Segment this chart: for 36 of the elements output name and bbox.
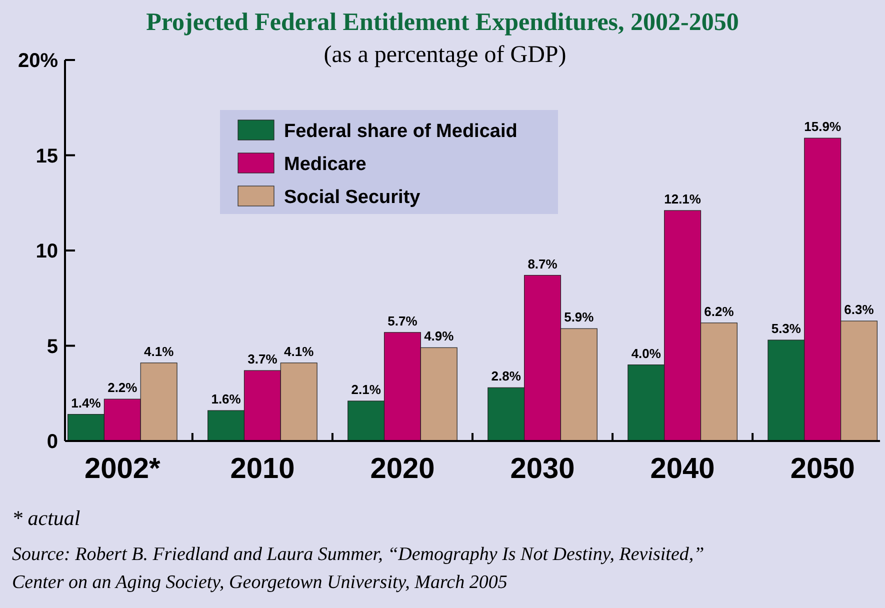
data-label: 6.2% [704,304,734,319]
data-label: 15.9% [804,119,842,134]
data-label: 2.8% [491,368,522,384]
data-label: 4.1% [144,344,174,359]
data-label: 1.4% [71,395,102,410]
data-label: 1.6% [211,392,242,407]
data-label: 5.3% [771,321,802,336]
legend-label: Federal share of Medicaid [284,121,518,142]
data-label: 3.7% [248,352,278,367]
x-tick-label: 2050 [790,453,855,485]
data-label: 5.9% [564,310,594,325]
data-label: 5.7% [388,313,418,328]
legend-label: Social Security [284,187,421,208]
data-label: 2.2% [108,380,138,396]
y-tick-label: 5 [46,336,58,358]
y-tick-label: 15 [36,145,58,168]
data-label: 4.1% [284,344,314,359]
data-label: 4.0% [631,346,662,361]
chart-title: Projected Federal Entitlement Expenditures, 2002-2050 [146,9,739,36]
x-tick-label: 2040 [650,453,715,485]
chart-subtitle: (as a percentage of GDP) [324,42,566,68]
y-tick-label: 10 [36,240,58,262]
data-label: 4.9% [424,328,454,344]
y-tick-label: 0 [46,431,58,453]
data-label: 12.1% [664,191,702,206]
source-note: Source: Robert B. Friedland and Laura Summer, “Demography Is Not Destiny, Revisited,” Center on an Aging Society, Georgetown University, March 2005 [12,544,704,593]
x-tick-label: 2010 [230,453,295,485]
legend-label: Medicare [284,154,366,175]
data-label: 6.3% [844,302,874,317]
data-label: 8.7% [528,256,558,272]
x-tick-label: 2002* [84,453,162,485]
text: * actual [12,506,80,530]
data-label: 2.1% [351,382,382,397]
x-tick-label: 2020 [370,453,435,485]
x-tick-label: 2030 [510,453,575,485]
y-tick-label: 20% [18,50,58,72]
